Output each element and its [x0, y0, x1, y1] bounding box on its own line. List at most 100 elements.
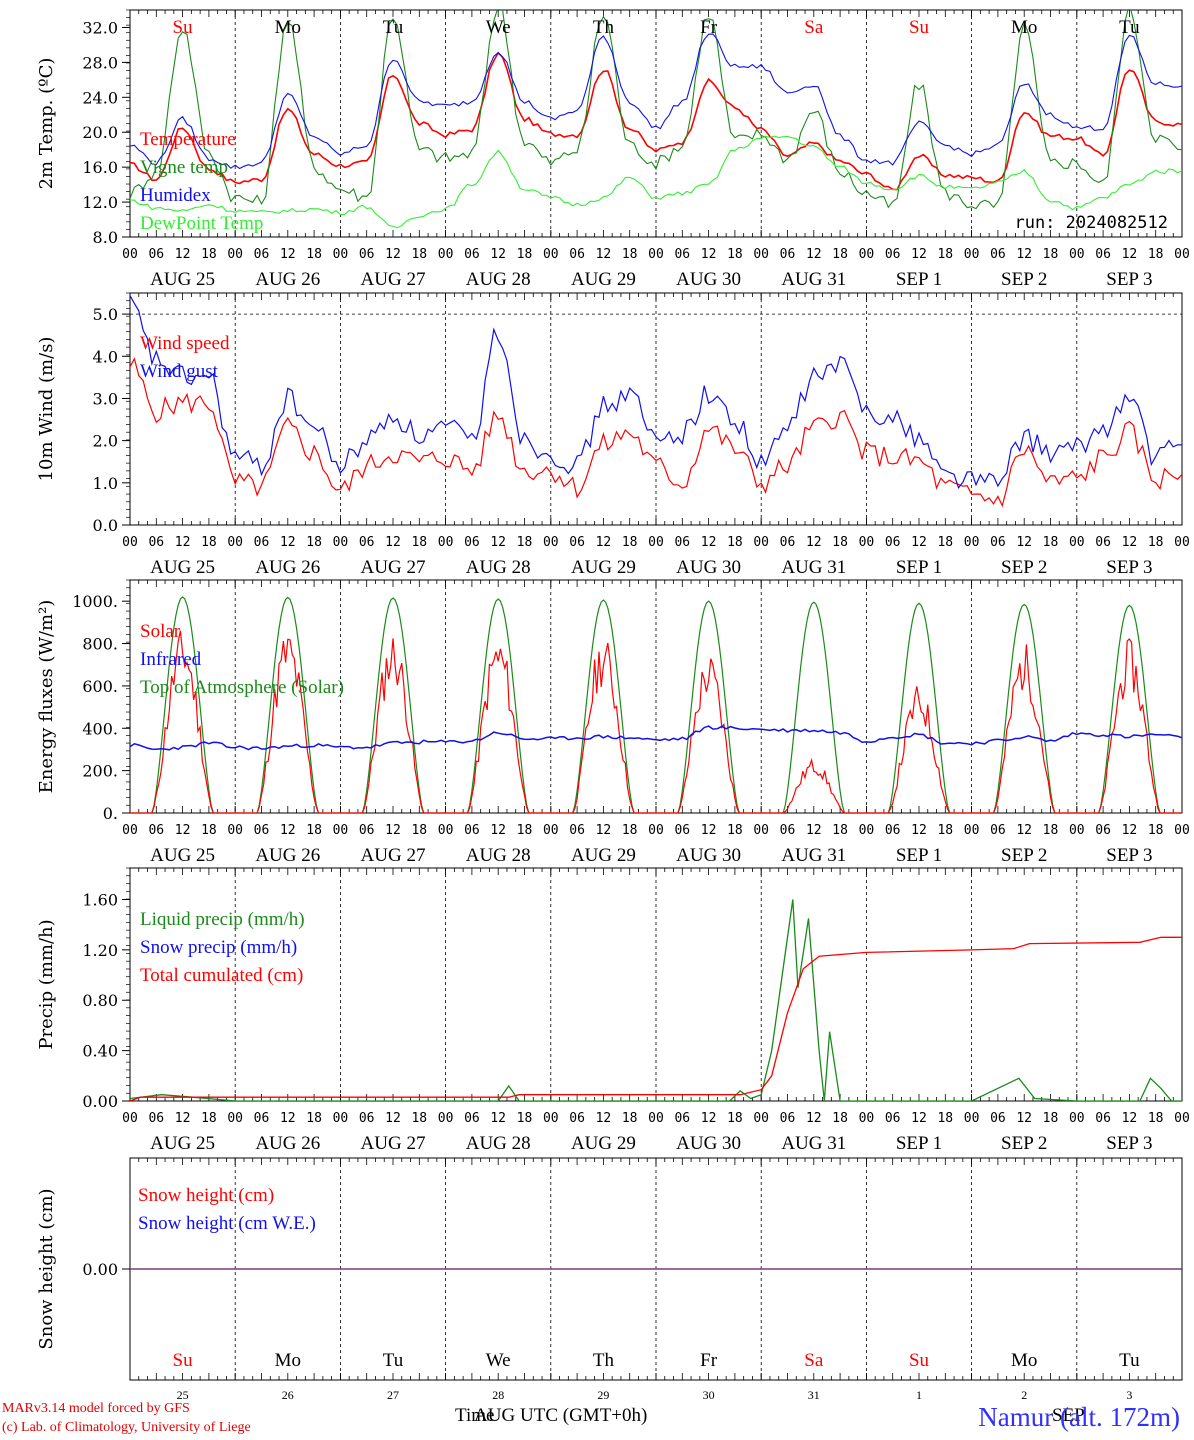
hour-tick-label: 06	[148, 1111, 164, 1126]
hour-tick-label: 00	[753, 247, 769, 262]
hour-tick-label: 06	[569, 535, 585, 550]
hour-tick-label: 00	[122, 823, 138, 838]
legend-entry: Total cumulated (cm)	[140, 965, 303, 986]
hour-tick-label: 12	[701, 247, 717, 262]
date-label: AUG 29	[571, 845, 636, 866]
hour-tick-label: 00	[543, 247, 559, 262]
hour-tick-label: 00	[648, 247, 664, 262]
hour-tick-label: 18	[1148, 1111, 1164, 1126]
y-axis-label: 2m Temp. (ºC)	[36, 58, 57, 190]
day-name-top: Mo	[1011, 17, 1037, 38]
hour-tick-label: 18	[1148, 823, 1164, 838]
hour-tick-label: 18	[832, 535, 848, 550]
hour-tick-label: 00	[964, 535, 980, 550]
hour-tick-label: 18	[727, 823, 743, 838]
day-name-top: We	[486, 17, 511, 38]
hour-tick-label: 00	[122, 247, 138, 262]
legend-entry: Wind speed	[140, 333, 230, 354]
hour-tick-label: 00	[1069, 247, 1085, 262]
hour-tick-label: 18	[622, 1111, 638, 1126]
hour-tick-label: 12	[1122, 247, 1138, 262]
hour-tick-label: 12	[385, 247, 401, 262]
hour-tick-label: 18	[517, 823, 533, 838]
hour-tick-label: 18	[832, 247, 848, 262]
hour-tick-label: 00	[648, 535, 664, 550]
date-label: AUG 30	[676, 269, 741, 290]
hour-tick-label: 00	[543, 535, 559, 550]
hour-tick-label: 00	[648, 1111, 664, 1126]
legend-entry: Top of Atmosphere (Solar)	[140, 677, 344, 698]
hour-tick-label: 18	[1148, 535, 1164, 550]
hour-tick-label: 12	[1016, 823, 1032, 838]
hour-tick-label: 06	[254, 823, 270, 838]
hour-tick-label: 00	[964, 823, 980, 838]
hour-tick-label: 06	[990, 247, 1006, 262]
date-label: AUG 27	[361, 557, 426, 578]
date-label: SEP 1	[896, 1133, 942, 1154]
day-name-bottom: Th	[593, 1350, 615, 1371]
hour-tick-label: 00	[122, 1111, 138, 1126]
date-label: SEP 1	[896, 269, 942, 290]
hour-tick-label: 12	[385, 535, 401, 550]
date-label: SEP 2	[1001, 269, 1047, 290]
hour-tick-label: 18	[1043, 247, 1059, 262]
hour-tick-label: 06	[780, 247, 796, 262]
y-tick-label: 16.0	[82, 158, 118, 177]
hour-tick-label: 00	[964, 1111, 980, 1126]
y-tick-label: 0.00	[82, 1092, 118, 1111]
hour-tick-label: 06	[464, 1111, 480, 1126]
hour-tick-label: 06	[254, 535, 270, 550]
date-label: AUG 31	[781, 557, 846, 578]
hour-tick-label: 00	[1069, 1111, 1085, 1126]
hour-tick-label: 18	[411, 1111, 427, 1126]
hour-tick-label: 12	[490, 247, 506, 262]
date-label: AUG 27	[361, 845, 426, 866]
panel-4: 0.00 0.40 0.80 1.20 1.60 Precip (mm/h) 00 06 12 1…	[36, 867, 1190, 1154]
hour-tick-label: 00	[333, 535, 349, 550]
hour-tick-label: 12	[175, 823, 191, 838]
series-line-top-of-atmosphere-solar	[130, 596, 1182, 813]
y-tick-label: 32.0	[82, 18, 118, 37]
hour-tick-label: 12	[806, 823, 822, 838]
date-label: AUG 30	[676, 557, 741, 578]
y-tick-label: 400.	[82, 719, 118, 738]
data-lines	[130, 295, 1182, 508]
date-label: AUG 30	[676, 845, 741, 866]
data-lines	[130, 10, 1182, 229]
y-axis-label: Precip (mm/h)	[36, 919, 57, 1049]
y-tick-label: 0.40	[82, 1042, 118, 1061]
date-label: AUG 30	[676, 1133, 741, 1154]
hour-tick-label: 18	[411, 247, 427, 262]
hour-tick-label: 00	[543, 823, 559, 838]
day-number: 29	[597, 1388, 609, 1402]
hour-tick-label: 06	[569, 1111, 585, 1126]
hour-tick-label: 18	[201, 1111, 217, 1126]
hour-tick-label: 12	[596, 823, 612, 838]
day-name-bottom: Sa	[804, 1350, 824, 1371]
y-tick-label: 24.0	[82, 88, 118, 107]
hour-tick-label: 12	[1016, 247, 1032, 262]
day-name-bottom: Mo	[1011, 1350, 1037, 1371]
date-label: AUG 27	[361, 1133, 426, 1154]
legend-entry: Snow height (cm W.E.)	[138, 1213, 316, 1234]
hour-tick-label: 18	[1043, 823, 1059, 838]
date-label: SEP 3	[1106, 1133, 1152, 1154]
hour-tick-label: 12	[596, 247, 612, 262]
day-name-top: Su	[909, 17, 930, 38]
y-tick-label: 12.0	[82, 193, 118, 212]
hour-tick-label: 12	[911, 535, 927, 550]
date-label: AUG 25	[150, 1133, 215, 1154]
legend-entry: Infrared	[140, 649, 202, 670]
y-tick-label: 5.0	[93, 305, 118, 324]
hour-tick-label: 18	[1148, 247, 1164, 262]
hour-tick-label: 06	[359, 1111, 375, 1126]
day-name-top: Mo	[275, 17, 301, 38]
series-line-dewpoint-temp	[130, 135, 1182, 229]
hour-tick-label: 06	[464, 247, 480, 262]
date-label: AUG 25	[150, 845, 215, 866]
y-tick-label: 0.	[103, 804, 118, 823]
station-title: Namur (alt. 172m)	[978, 1402, 1180, 1432]
hour-tick-label: 18	[727, 247, 743, 262]
day-number: 30	[703, 1388, 715, 1402]
hour-tick-label: 06	[359, 823, 375, 838]
